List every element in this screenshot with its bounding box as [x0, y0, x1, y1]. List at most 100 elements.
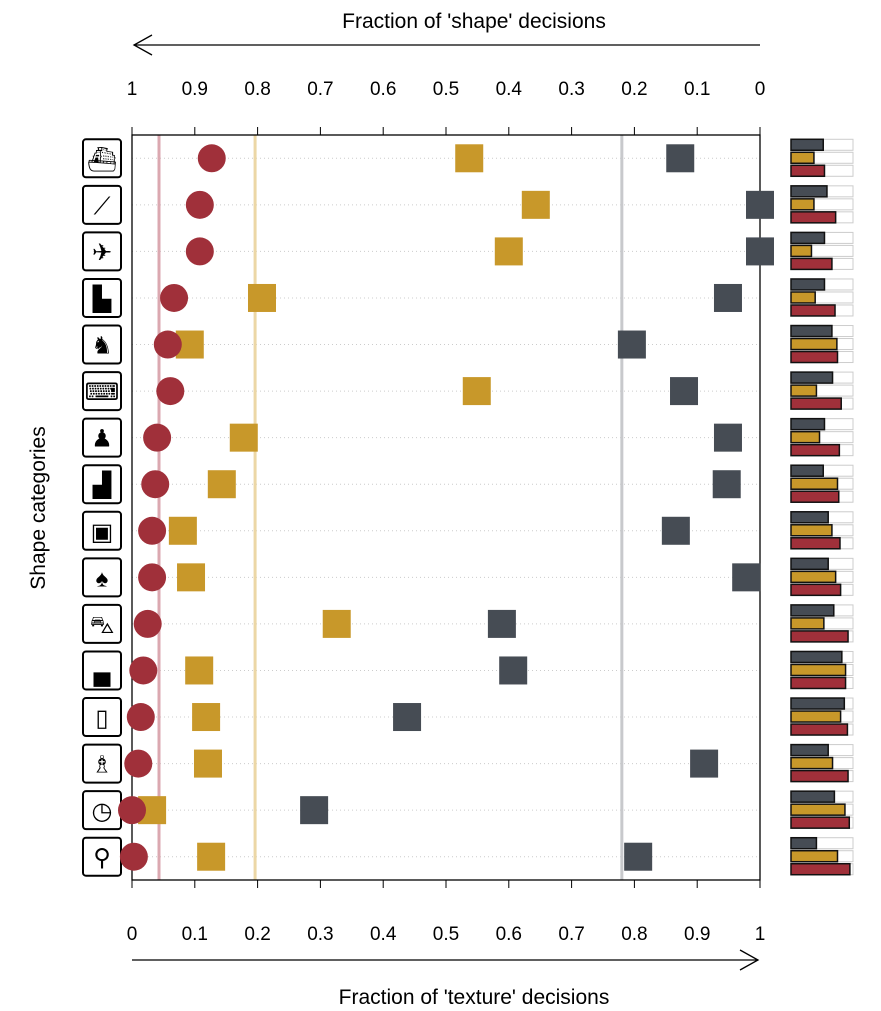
side-bar-gray-knife	[790, 185, 828, 198]
elephant-icon: ▟	[92, 470, 112, 499]
data-point-red-circles	[119, 842, 148, 871]
bottom-tick-label: 0	[127, 924, 138, 945]
data-point-red-circles	[185, 190, 214, 219]
side-bar-red-dog	[790, 350, 839, 364]
side-bar-gray-oven	[790, 511, 829, 524]
side-bar-red-bottle	[790, 723, 849, 736]
side-bar-orange-boat	[790, 151, 815, 165]
dog-icon: ♞	[91, 333, 113, 360]
side-bar-gray-keyboard	[790, 371, 834, 384]
side-bar-red-bear	[790, 304, 836, 317]
chair-icon: ♗	[91, 752, 113, 779]
data-point-orange-squares	[193, 749, 222, 778]
side-bar-red-keyboard	[790, 397, 842, 410]
category-icon-box-boat	[82, 138, 122, 179]
bottom-tick-label: 0.4	[370, 924, 397, 945]
side-bar-orange-bird	[790, 570, 837, 584]
bottom-tick-label: 0.7	[558, 924, 584, 945]
data-point-orange-squares	[229, 423, 258, 452]
data-point-red-circles	[141, 470, 170, 499]
side-bar-gray-chair	[790, 743, 829, 757]
top-tick-label: 0.7	[307, 79, 333, 100]
data-point-gray-squares	[624, 842, 653, 871]
top-tick-label: 0.2	[621, 79, 647, 100]
data-point-orange-squares	[322, 609, 351, 638]
top-tick-label: 0	[755, 79, 766, 100]
data-point-red-circles	[156, 377, 185, 406]
data-point-red-circles	[185, 237, 214, 266]
boat-icon: ⛴	[87, 146, 117, 173]
top-tick-label: 0.5	[433, 79, 459, 100]
side-bar-orange-car	[790, 617, 825, 630]
top-tick-label: 0.4	[496, 79, 523, 100]
side-bar-orange-bear	[790, 291, 816, 304]
category-icon-box-truck	[82, 650, 122, 691]
side-bar-gray-airplane	[790, 231, 826, 245]
data-point-orange-squares	[462, 377, 491, 406]
side-bar-gray-car	[790, 604, 835, 617]
data-point-orange-squares	[521, 190, 550, 219]
data-point-gray-squares	[393, 703, 422, 732]
top-axis-title: Fraction of 'shape' decisions	[342, 10, 606, 33]
data-point-orange-squares	[494, 237, 523, 266]
data-point-gray-squares	[712, 470, 741, 499]
side-bar-gray-cat	[790, 417, 826, 431]
category-icon-box-chair	[82, 743, 122, 784]
side-bar-gray-clock	[790, 790, 836, 803]
data-point-gray-squares	[670, 377, 699, 406]
cat-icon: ♟	[91, 426, 113, 453]
category-icon-box-car	[82, 603, 122, 644]
top-tick-label: 0.3	[558, 79, 584, 100]
data-point-gray-squares	[300, 796, 329, 825]
oven-icon: ▣	[91, 519, 114, 546]
side-bar-orange-cat	[790, 430, 821, 444]
data-point-gray-squares	[746, 190, 774, 219]
side-bar-orange-airplane	[790, 244, 813, 258]
bottom-tick-label: 1	[755, 924, 766, 945]
side-bar-orange-chair	[790, 756, 834, 770]
side-bar-red-oven	[790, 537, 841, 550]
side-bar-gray-bear	[790, 278, 826, 291]
plot-frame	[131, 134, 761, 881]
data-point-red-circles	[153, 330, 182, 359]
data-point-orange-squares	[177, 563, 206, 592]
shape-arrow-head-icon	[132, 34, 153, 56]
data-point-orange-squares	[168, 516, 197, 545]
data-point-orange-squares	[247, 283, 276, 312]
bottom-tick-label: 0.9	[684, 924, 710, 945]
y-axis-title: Shape categories	[27, 426, 50, 589]
data-point-gray-squares	[713, 283, 742, 312]
side-bar-orange-knife	[790, 198, 815, 211]
side-bar-orange-bottle	[790, 710, 842, 723]
side-bar-red-boat	[790, 164, 826, 178]
category-icon-box-dog	[82, 324, 122, 365]
bottom-tick-label: 0.6	[496, 924, 522, 945]
category-icon-box-bottle	[82, 697, 122, 738]
data-point-red-circles	[160, 283, 189, 312]
truck-icon: ▄	[93, 658, 110, 687]
data-point-orange-squares	[192, 703, 221, 732]
category-icon-box-bird	[82, 557, 122, 598]
top-tick-label: 0.9	[182, 79, 208, 100]
bird-icon: ♠	[96, 565, 109, 592]
side-bar-orange-dog	[790, 337, 838, 351]
side-bar-gray-bottle	[790, 697, 846, 710]
data-point-gray-squares	[746, 237, 774, 266]
data-point-red-circles	[138, 516, 167, 545]
side-bar-orange-keyboard	[790, 384, 818, 397]
data-point-gray-squares	[661, 516, 690, 545]
bottle-icon: ▯	[95, 705, 108, 732]
side-bar-red-cat	[790, 443, 841, 457]
data-point-red-circles	[138, 563, 167, 592]
data-point-gray-squares	[499, 656, 528, 685]
data-point-orange-squares	[455, 144, 484, 173]
car-icon: ⛍	[90, 612, 115, 639]
data-point-orange-squares	[185, 656, 214, 685]
side-bar-red-clock	[790, 816, 851, 829]
side-bar-orange-elephant	[790, 477, 839, 490]
side-bar-orange-oven	[790, 524, 833, 537]
bicycle-icon: ⚲	[93, 845, 111, 872]
side-bar-gray-boat	[790, 138, 824, 152]
data-point-red-circles	[143, 423, 172, 452]
side-bar-red-airplane	[790, 257, 833, 271]
